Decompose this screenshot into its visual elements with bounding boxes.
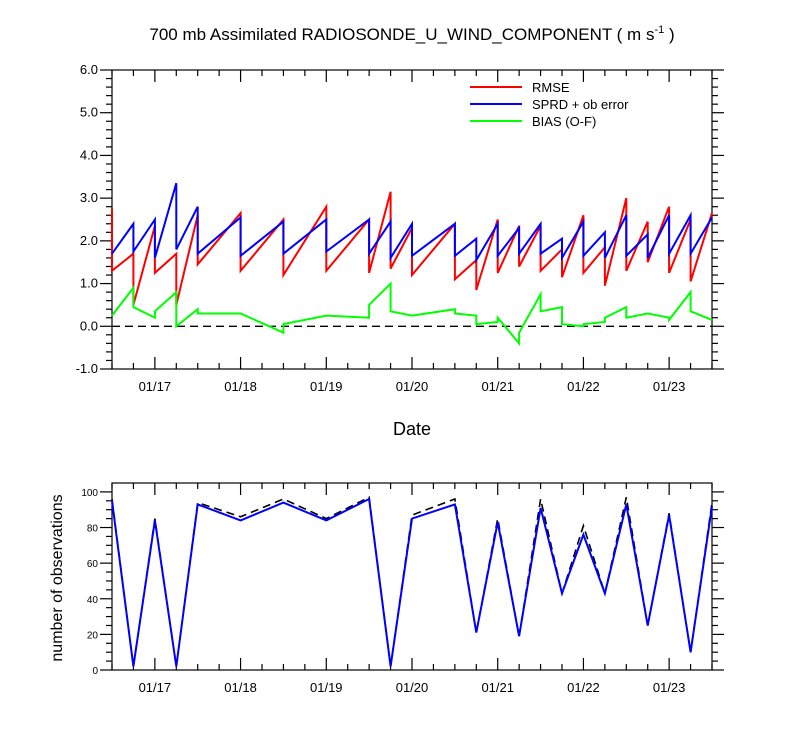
series-line-assimilated <box>111 497 713 667</box>
x-tick-label: 01/21 <box>481 379 514 394</box>
legend-label: SPRD + ob error <box>532 97 629 112</box>
x-tick-label: 01/18 <box>224 680 257 695</box>
y-tick-label: 40 <box>87 595 99 606</box>
x-tick-label: 01/23 <box>653 379 686 394</box>
x-tick-label: 01/20 <box>396 680 429 695</box>
x-tick-label: 01/20 <box>396 379 429 394</box>
y-tick-label: 20 <box>87 630 99 641</box>
y-tick-label: 100 <box>81 488 98 499</box>
bottom-plot-area: 01/17 01/18 01/19 01/20 01/21 01/22 01/23 0 20 40… <box>81 482 724 695</box>
observation-count-chart: 01/17 01/18 01/19 01/20 01/21 01/22 01/23 0 20 40… <box>49 482 724 695</box>
top-plot-area: 01/17 01/18 01/19 01/20 01/21 01/22 01/23 -1.0 0… <box>76 62 724 394</box>
rmse-spread-bias-chart: 700 mb Assimilated RADIOSONDE_U_WIND_COM… <box>76 24 724 439</box>
y-tick-label: 3.0 <box>80 190 98 205</box>
x-tick-label: 01/17 <box>139 680 172 695</box>
y-tick-label: 60 <box>87 559 99 570</box>
legend: RMSE SPRD + ob error BIAS (O-F) <box>470 80 629 129</box>
plot-frame <box>111 482 713 671</box>
x-axis-title: Date <box>393 419 431 439</box>
series-line-sprd-ob-error <box>111 182 713 264</box>
x-tick-label: 01/21 <box>481 680 514 695</box>
legend-label: BIAS (O-F) <box>532 114 596 129</box>
y-tick-label: 1.0 <box>80 276 98 291</box>
y-tick-label: 2.0 <box>80 233 98 248</box>
x-tick-label: 01/22 <box>567 379 600 394</box>
legend-label: RMSE <box>532 80 570 95</box>
y-axis-title: number of observations <box>49 494 66 661</box>
y-tick-label: 80 <box>87 524 99 535</box>
series-line-bias-o-f <box>111 281 713 347</box>
chart-title-superscript: -1 <box>654 24 664 36</box>
y-tick-label: 0 <box>92 666 98 677</box>
x-tick-label: 01/17 <box>139 379 172 394</box>
y-tick-label: 0.0 <box>80 318 98 333</box>
chart-title-main: 700 mb Assimilated RADIOSONDE_U_WIND_COM… <box>149 25 654 44</box>
y-tick-label: 4.0 <box>80 147 98 162</box>
chart-title: 700 mb Assimilated RADIOSONDE_U_WIND_COM… <box>149 24 674 44</box>
chart-title-end: ) <box>664 25 674 44</box>
x-tick-label: 01/19 <box>310 680 343 695</box>
x-tick-label: 01/19 <box>310 379 343 394</box>
x-tick-label: 01/18 <box>224 379 257 394</box>
y-tick-label: 6.0 <box>80 62 98 77</box>
x-tick-label: 01/22 <box>567 680 600 695</box>
y-tick-label: 5.0 <box>80 105 98 120</box>
y-tick-label: -1.0 <box>76 361 98 376</box>
x-tick-label: 01/23 <box>653 680 686 695</box>
